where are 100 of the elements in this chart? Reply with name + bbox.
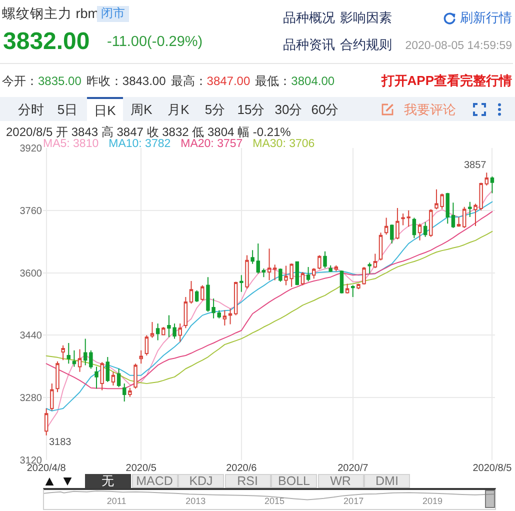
candlestick (184, 296, 188, 329)
candlestick (245, 254, 249, 290)
candlestick (250, 250, 254, 264)
candlestick (116, 368, 121, 388)
candlestick (334, 264, 338, 272)
text: 60分 (310, 102, 340, 118)
candlestick (490, 176, 494, 194)
candlestick (340, 270, 344, 294)
x-tick-label: 2020/5 (126, 463, 157, 474)
y-tick-label: 3920 (20, 144, 42, 154)
text: 最低： (255, 74, 292, 89)
text: 30分 (274, 102, 304, 118)
candlestick (128, 387, 132, 398)
x-tick-label: 2017 (344, 496, 364, 506)
candlestick (262, 268, 266, 278)
candlestick (134, 363, 138, 390)
candlestick (61, 344, 65, 361)
candlestick (72, 350, 76, 368)
candlestick (222, 310, 227, 326)
x-tick-label: 2011 (106, 496, 126, 506)
text: 影响因素 (340, 10, 392, 26)
text: MA5: 3810 (43, 138, 99, 152)
candlestick (451, 202, 456, 228)
candlestick (50, 383, 54, 411)
y-tick-label: 3440 (20, 330, 42, 342)
text: 合约规则 (340, 37, 392, 53)
candlestick (323, 250, 327, 269)
text: 品种资讯 (283, 37, 335, 53)
candlestick (178, 323, 182, 342)
candlestick (162, 326, 166, 336)
candlestick (412, 217, 416, 239)
x-tick-label: 2015 (264, 496, 285, 506)
candlestick (390, 224, 394, 244)
text: 2020-08-05 14:59:59 (405, 40, 512, 54)
x-tick-label: 2019 (422, 496, 443, 506)
candlestick (200, 284, 204, 301)
candlestick (256, 243, 260, 274)
badge: 闭市 (97, 6, 129, 22)
candlestick (368, 262, 372, 274)
candlestick (267, 248, 272, 281)
candlestick (272, 264, 277, 281)
text: 最高： (170, 74, 207, 89)
candlestick (462, 206, 466, 228)
candlestick (484, 172, 489, 186)
text: 刷新行情 (460, 10, 512, 26)
y-tick-label: 3280 (20, 393, 42, 404)
candlestick (56, 360, 60, 393)
annotation: 3183 (49, 437, 72, 448)
text: MA10: 3782 (108, 138, 171, 152)
candlestick (328, 264, 332, 273)
candlestick (373, 253, 378, 269)
text: 5分 (204, 102, 226, 118)
text: 3843.00 (122, 74, 166, 89)
x-tick-label: 2013 (186, 496, 206, 506)
candlestick (306, 266, 310, 282)
text: 5日 (56, 102, 79, 118)
candlestick (362, 266, 366, 285)
text: 日K (93, 103, 117, 119)
candlestick (300, 272, 305, 286)
candlestick (122, 383, 126, 402)
text: MA20: 3757 (180, 138, 243, 152)
y-tick-label: 3600 (20, 268, 42, 280)
text: 3804.00 (291, 74, 335, 89)
y-tick-label: 3760 (20, 206, 42, 217)
candlestick (217, 310, 221, 319)
candlestick (351, 284, 355, 298)
text: 我要评论 (404, 102, 456, 118)
text: 3832.00 (3, 28, 90, 56)
text: MA30: 3706 (252, 138, 315, 152)
candlestick (189, 280, 194, 304)
candlestick (240, 274, 244, 292)
text: 今开： (2, 74, 38, 89)
candlestick (144, 334, 149, 356)
candlestick (89, 350, 93, 370)
candlestick (106, 356, 110, 382)
candlestick (468, 201, 472, 218)
candlestick (100, 362, 104, 391)
candlestick (384, 217, 388, 236)
text: 昨收： (86, 74, 122, 89)
candlestick (78, 348, 82, 372)
candlestick (194, 290, 199, 303)
candlestick (423, 222, 428, 238)
candlestick (401, 213, 405, 226)
candlestick (396, 208, 400, 240)
candlestick (111, 371, 116, 386)
candlestick (94, 366, 98, 390)
candlestick (278, 268, 282, 282)
x-tick-label: 2020/6 (226, 463, 258, 474)
text: 2020/8/5 开 3843 高 3847 收 3832 低 3804 幅 -0.21% (6, 125, 291, 139)
candlestick (139, 350, 143, 364)
candlestick (345, 283, 350, 294)
candlestick (83, 338, 88, 366)
candlestick (295, 260, 300, 286)
candlestick (44, 408, 48, 436)
x-tick-label: 2020/8/5 (472, 463, 512, 474)
x-tick-label: 2020/7 (338, 463, 369, 474)
candlestick (150, 321, 154, 338)
text: 3847.00 (206, 74, 250, 89)
candlestick (318, 254, 322, 270)
text: 周K (130, 102, 154, 118)
